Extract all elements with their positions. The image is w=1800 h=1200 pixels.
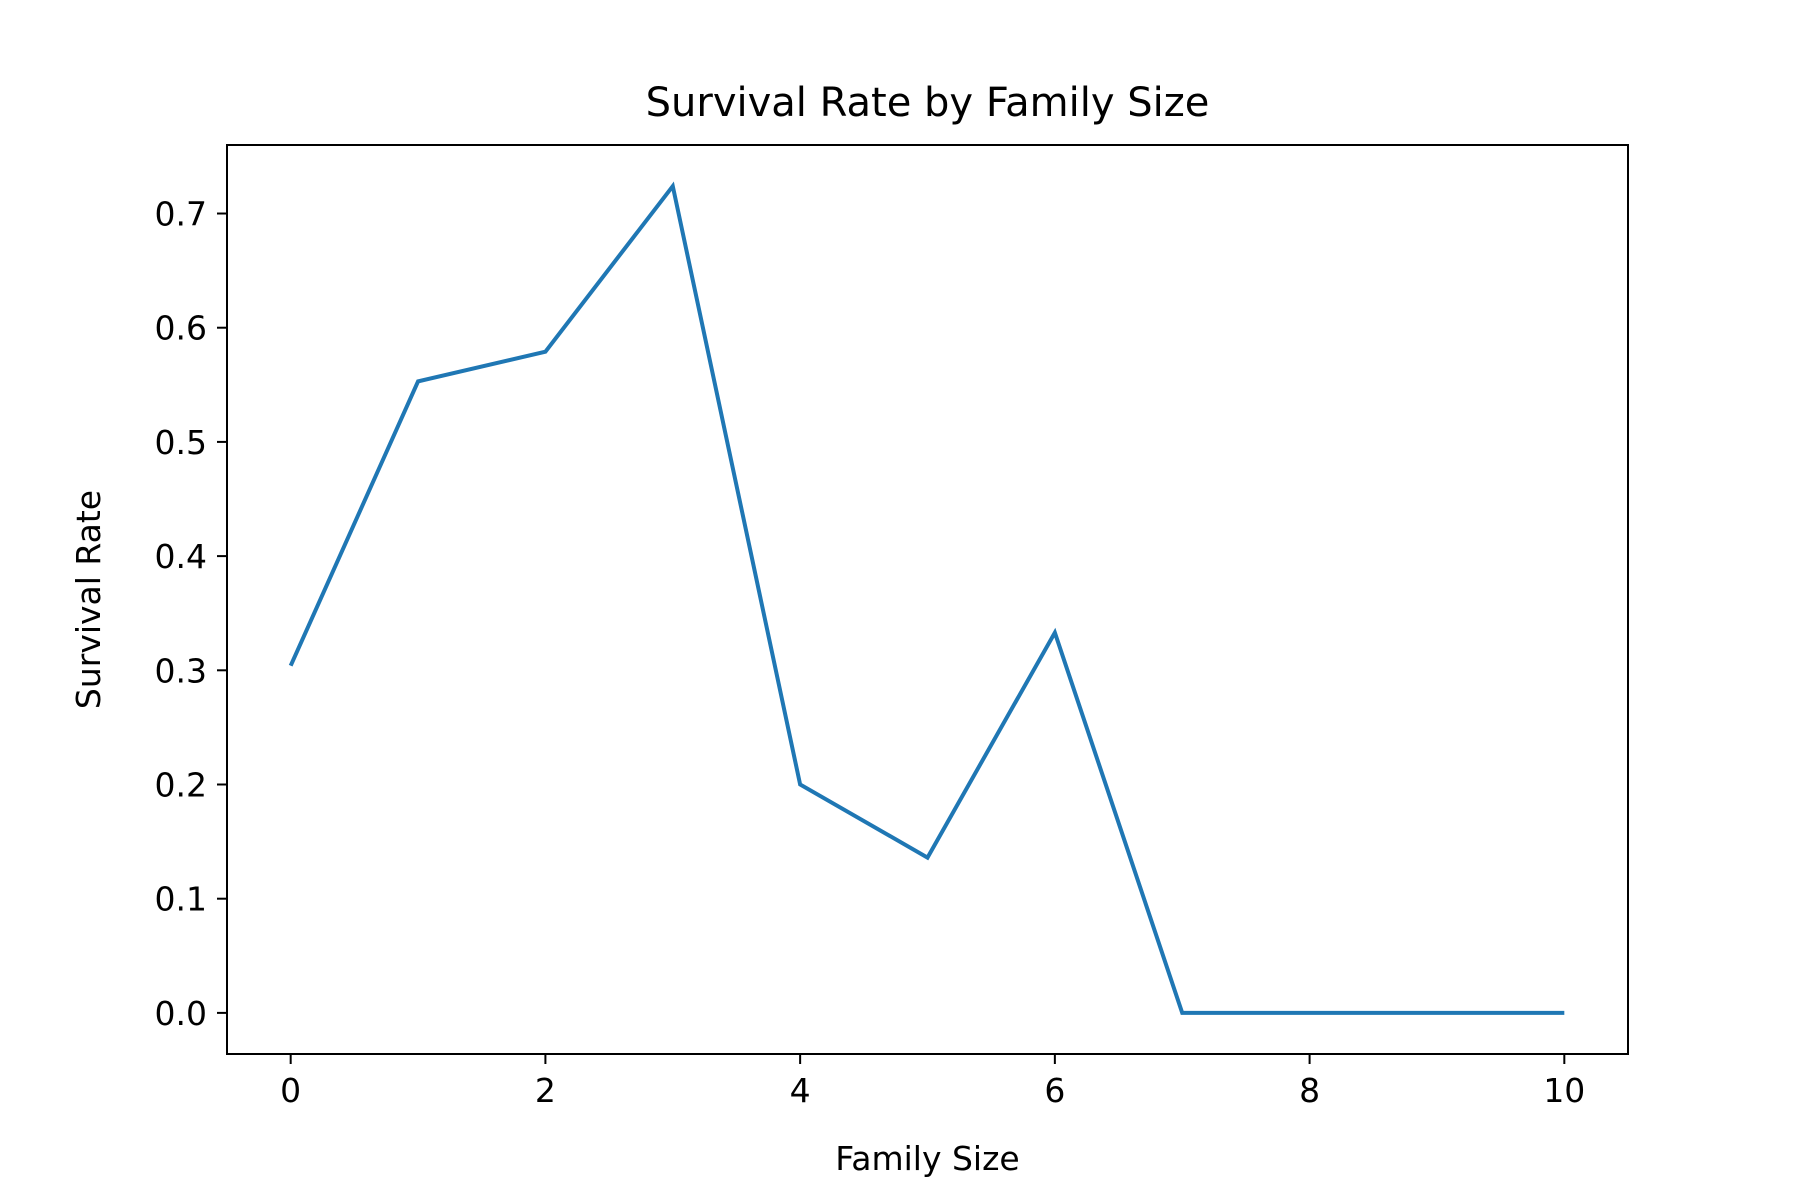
x-axis-title: Family Size xyxy=(835,1139,1019,1178)
y-tick-label: 0.3 xyxy=(155,651,207,690)
y-tick-label: 0.5 xyxy=(155,423,207,462)
x-tick-label: 8 xyxy=(1299,1071,1320,1110)
y-axis-title: Survival Rate xyxy=(69,490,108,709)
plot-frame xyxy=(226,144,1629,1055)
y-tick-label: 0.0 xyxy=(155,994,207,1033)
y-tick-label: 0.6 xyxy=(155,309,207,348)
series-layer xyxy=(288,181,1565,1015)
x-tick-label: 10 xyxy=(1543,1071,1585,1110)
x-tick-label: 6 xyxy=(1044,1071,1065,1110)
y-tick-label: 0.7 xyxy=(155,195,207,234)
x-tick-label: 0 xyxy=(280,1071,301,1110)
x-tick-label: 4 xyxy=(790,1071,811,1110)
y-tick-label: 0.1 xyxy=(155,880,207,919)
x-tick-label: 2 xyxy=(535,1071,556,1110)
x-axis: 0 2 4 6 8 10 xyxy=(280,1054,1585,1110)
plot-area: 0 2 4 6 8 10 0.0 0.1 0.2 0.3 0.4 0.5 0.6 0.7 xyxy=(155,144,1629,1110)
y-tick-label: 0.2 xyxy=(155,765,207,804)
chart-title: Survival Rate by Family Size xyxy=(646,80,1210,126)
y-axis: 0.0 0.1 0.2 0.3 0.4 0.5 0.6 0.7 xyxy=(155,195,227,1033)
y-tick-label: 0.4 xyxy=(155,537,207,576)
series-line xyxy=(288,181,1565,1015)
